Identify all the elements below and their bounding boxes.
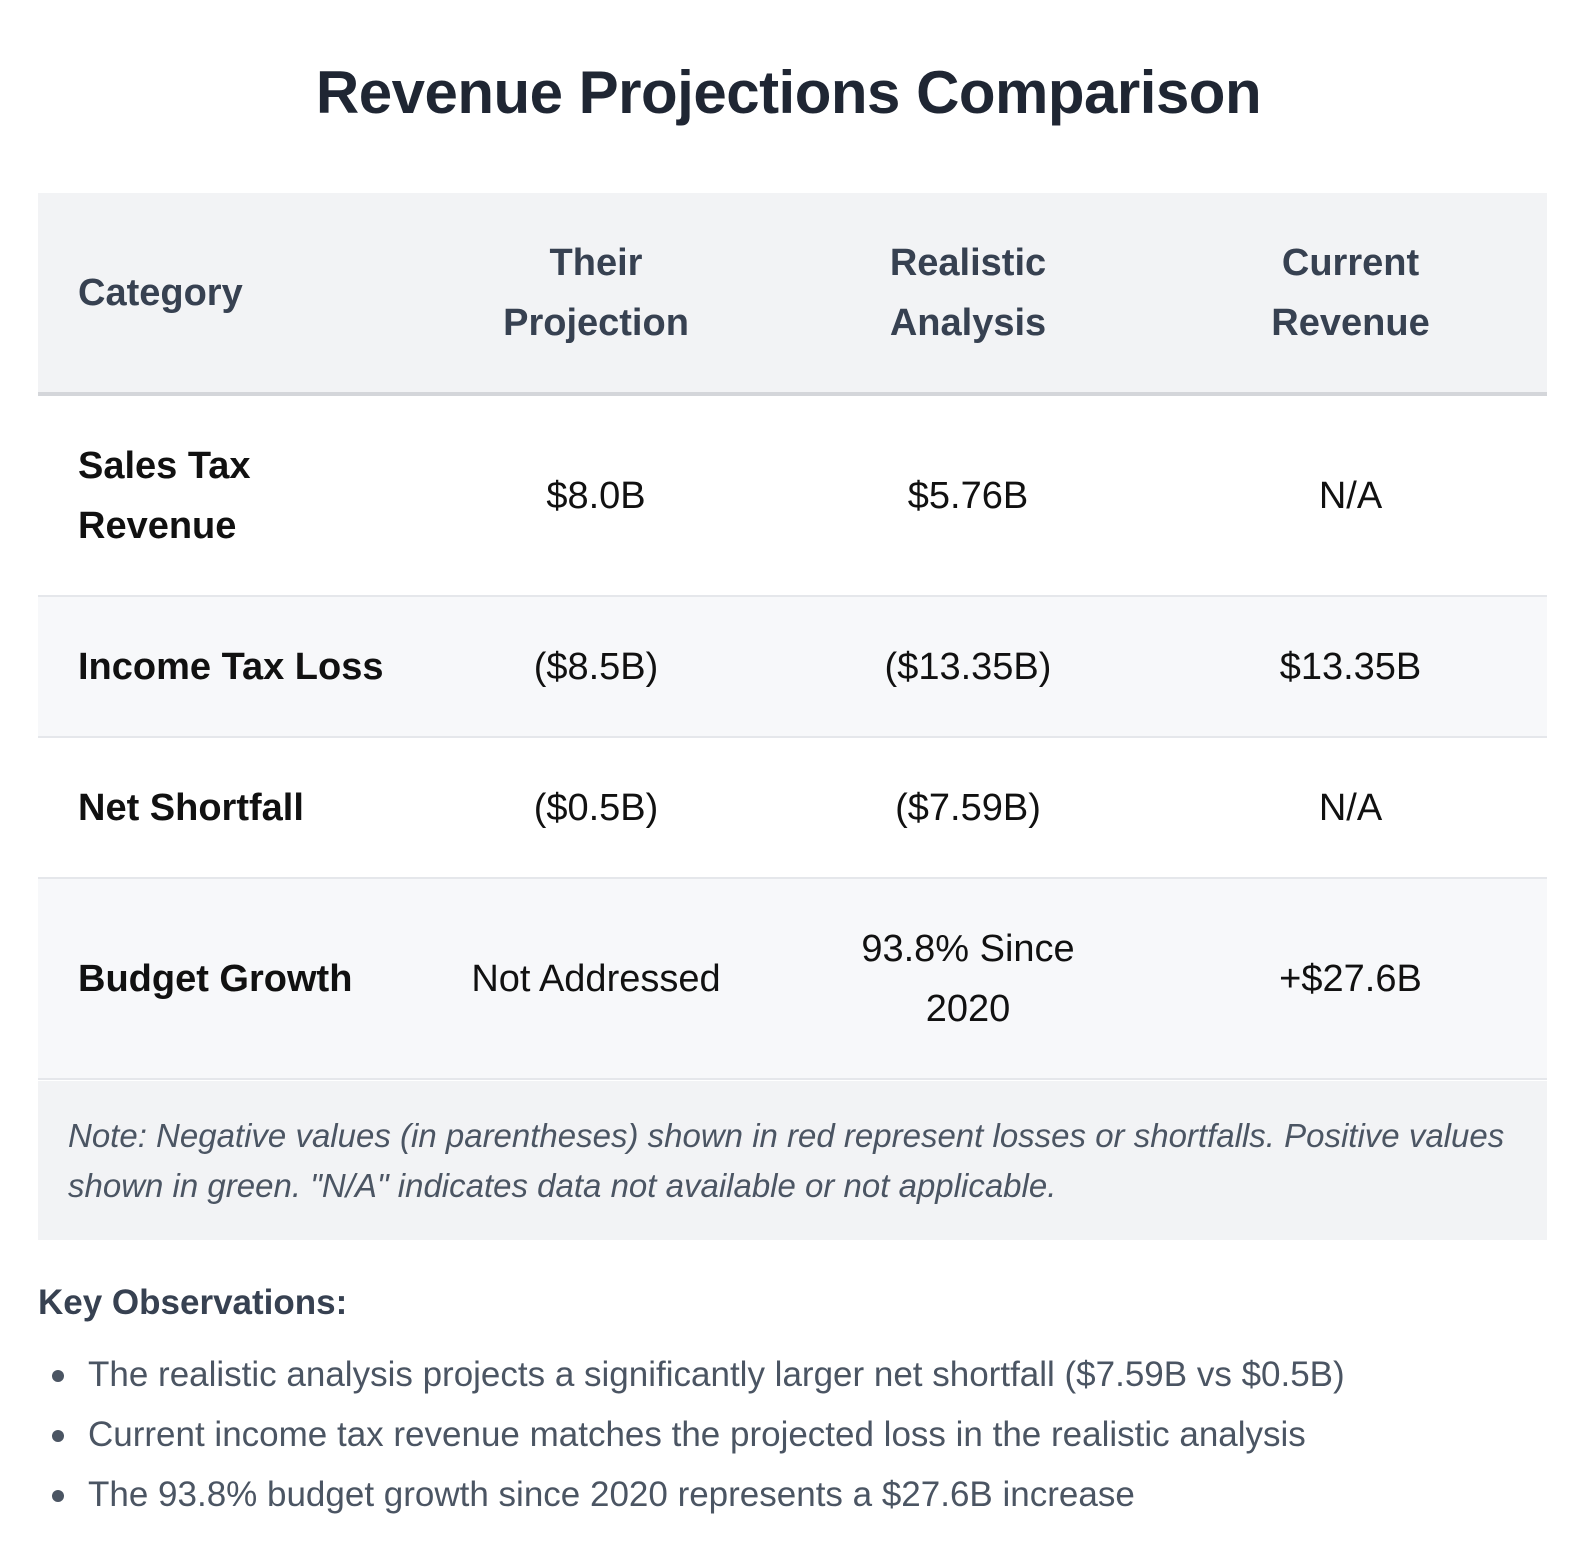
cell-current-revenue: $13.35B <box>1154 596 1547 738</box>
row-label-net-shortfall: Net Shortfall <box>38 737 410 879</box>
table-note: Note: Negative values (in parentheses) s… <box>38 1081 1547 1240</box>
observation-text: Current income tax revenue matches the p… <box>88 1415 1306 1454</box>
observations-heading: Key Observations: <box>38 1283 348 1322</box>
cell-realistic-analysis: $5.76B <box>782 394 1154 597</box>
bullet-icon <box>52 1430 64 1442</box>
row-label-budget-growth: Budget Growth <box>38 878 410 1080</box>
cell-realistic-analysis: ($7.59B) <box>782 737 1154 879</box>
row-label-text: Sales Tax Revenue <box>78 444 251 547</box>
cell-realistic-analysis: ($13.35B) <box>782 596 1154 738</box>
cell-their-projection: ($0.5B) <box>410 737 782 879</box>
cell-realistic-analysis-text: 93.8% Since 2020 <box>861 927 1075 1030</box>
observation-text: The realistic analysis projects a signif… <box>88 1355 1345 1394</box>
page-title: Revenue Projections Comparison <box>315 59 1262 126</box>
comparison-table: Category Their Projection Realistic Anal… <box>38 193 1547 1080</box>
cell-their-projection: ($8.5B) <box>410 596 782 738</box>
cell-current-revenue: +$27.6B <box>1154 878 1547 1080</box>
column-header-their-projection: Their Projection <box>410 193 782 396</box>
bullet-icon <box>52 1490 64 1502</box>
column-header-category: Category <box>38 193 410 396</box>
row-label-income-tax-loss: Income Tax Loss <box>38 596 410 738</box>
list-item: The 93.8% budget growth since 2020 repre… <box>38 1465 1547 1525</box>
cell-their-projection: $8.0B <box>410 394 782 597</box>
column-header-current-revenue-text: Current Revenue <box>1271 241 1430 344</box>
table-row: Sales Tax Revenue $8.0B $5.76B N/A <box>38 394 1547 597</box>
row-label-sales-tax-revenue: Sales Tax Revenue <box>38 394 410 597</box>
table-row: Net Shortfall ($0.5B) ($7.59B) N/A <box>38 737 1547 879</box>
table-row: Budget Growth Not Addressed 93.8% Since … <box>38 878 1547 1080</box>
cell-realistic-analysis: 93.8% Since 2020 <box>782 878 1154 1080</box>
cell-their-projection: Not Addressed <box>410 878 782 1080</box>
observations-list: The realistic analysis projects a signif… <box>38 1345 1547 1525</box>
table-header-row: Category Their Projection Realistic Anal… <box>38 193 1547 396</box>
cell-current-revenue: N/A <box>1154 394 1547 597</box>
column-header-realistic-analysis: Realistic Analysis <box>782 193 1154 396</box>
bullet-icon <box>52 1370 64 1382</box>
observation-text: The 93.8% budget growth since 2020 repre… <box>88 1475 1135 1514</box>
list-item: Current income tax revenue matches the p… <box>38 1405 1547 1465</box>
column-header-realistic-analysis-text: Realistic Analysis <box>889 241 1047 344</box>
list-item: The realistic analysis projects a signif… <box>38 1345 1547 1405</box>
table-row: Income Tax Loss ($8.5B) ($13.35B) $13.35… <box>38 596 1547 738</box>
column-header-their-projection-text: Their Projection <box>503 241 689 344</box>
cell-current-revenue: N/A <box>1154 737 1547 879</box>
column-header-current-revenue: Current Revenue <box>1154 193 1547 396</box>
